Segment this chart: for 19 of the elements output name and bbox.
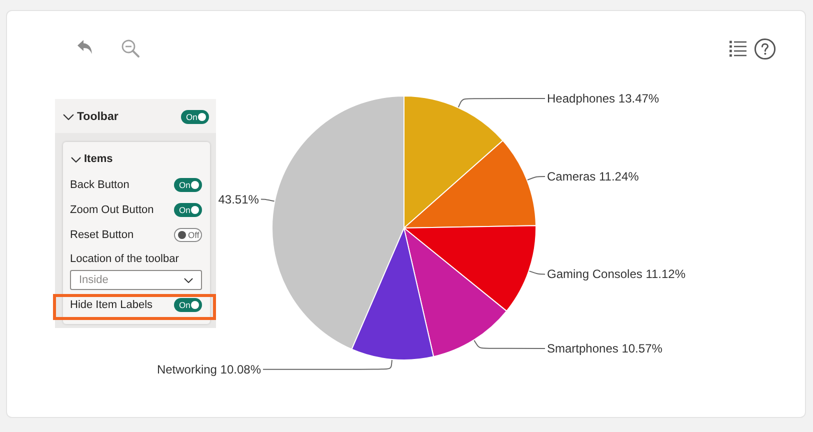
toggle-switch: On <box>181 110 209 124</box>
toggle-switch: Off <box>174 228 202 242</box>
dropdown-field: Inside <box>70 270 202 290</box>
slice-label: Networking 10.08% <box>156 362 262 376</box>
data-label: 43.51% <box>218 192 260 206</box>
toggle-switch: On <box>174 298 202 312</box>
slice-label: Cameras 11.24% <box>547 169 640 184</box>
toggle-switch: On <box>174 178 202 192</box>
text: Location of the toolbar <box>70 252 179 266</box>
text: Toolbar <box>77 110 118 124</box>
text: Reset Button <box>70 228 134 242</box>
text: Hide Item Labels <box>70 298 153 312</box>
slice-label: Gaming Consoles 11.12% <box>547 267 686 282</box>
toggle-switch: On <box>174 203 202 217</box>
text: Zoom Out Button <box>70 203 154 217</box>
text: Items <box>84 152 113 166</box>
text: Back Button <box>70 178 130 192</box>
slice-label: Smartphones 10.57% <box>547 341 663 356</box>
slice-label: Headphones 13.47% <box>547 92 660 106</box>
